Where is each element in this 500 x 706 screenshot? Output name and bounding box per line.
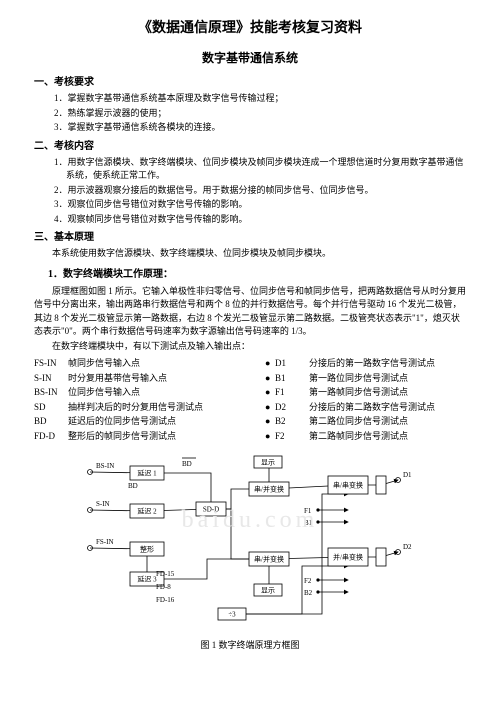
svg-text:BD: BD	[128, 482, 138, 490]
svg-text:FS-IN: FS-IN	[96, 538, 114, 546]
bullet-icon: ●	[265, 430, 275, 444]
svg-text:延迟 2: 延迟 2	[137, 507, 157, 516]
svg-text:FD-8: FD-8	[156, 583, 171, 591]
svg-text:D2: D2	[403, 543, 412, 551]
signal-col-left: FS-IN帧同步信号输入点S-IN时分复用基带信号输入点BS-IN位同步信号输入…	[34, 357, 235, 444]
section-1-list: 1．掌握数字基带通信系统基本原理及数字信号传输过程； 2．熟练掌握示波器的使用；…	[34, 92, 466, 135]
signal-desc: 位同步信号输入点	[68, 386, 140, 400]
signal-pair: SD抽样判决后的时分复用信号测试点	[34, 401, 235, 415]
signal-desc: 第二路帧同步信号测试点	[309, 430, 408, 444]
signal-pair: FD-D整形后的帧同步信号测试点	[34, 430, 235, 444]
bullet-icon: ●	[265, 401, 275, 415]
signal-desc: 时分复用基带信号输入点	[68, 372, 167, 386]
svg-text:并/串变换: 并/串变换	[333, 553, 363, 562]
signal-pair: ●B1第一路位同步信号测试点	[265, 372, 466, 386]
signal-code: BS-IN	[34, 386, 68, 400]
list-item: 3．掌握数字基带通信系统各模块的连接。	[54, 121, 466, 135]
svg-text:S-IN: S-IN	[96, 500, 110, 508]
svg-text:FD-15: FD-15	[156, 570, 175, 578]
signal-desc: 延迟后的位同步信号测试点	[68, 415, 176, 429]
section-3-head: 三、基本原理	[34, 230, 466, 245]
svg-text:SD-D: SD-D	[203, 506, 219, 514]
block-diagram: baidu.com BS-INS-INFS-IN延迟 1延迟 2整形延迟 3FD…	[34, 452, 466, 652]
list-item: 4．观察帧同步信号错位对数字信号传输的影响。	[54, 213, 466, 227]
svg-text:串/并变换: 串/并变换	[254, 555, 284, 564]
signal-desc: 分接后的第一路数字信号测试点	[309, 357, 435, 371]
diagram-svg: BS-IN S-IN FS-IN 延迟 1 延迟 2 整形延迟 3FD-15 FD-8 FD-…	[34, 452, 466, 632]
signal-pair: ●D1分接后的第一路数字信号测试点	[265, 357, 466, 371]
bullet-icon: ●	[265, 386, 275, 400]
signal-desc: 第一路位同步信号测试点	[309, 372, 408, 386]
bullet-icon: ●	[265, 415, 275, 429]
signal-code: F2	[275, 430, 309, 444]
signal-desc: 整形后的帧同步信号测试点	[68, 430, 176, 444]
signal-desc: 分接后的第二路数字信号测试点	[309, 401, 435, 415]
list-item: 2．用示波器观察分接后的数据信号。用于数据分接的帧同步信号、位同步信号。	[54, 184, 466, 198]
bullet-icon: ●	[265, 372, 275, 386]
svg-text:BD: BD	[182, 460, 192, 468]
svg-text:串/串变换: 串/串变换	[333, 481, 363, 490]
signal-col-right: ●D1分接后的第一路数字信号测试点●B1第一路位同步信号测试点●F1第一路帧同步…	[265, 357, 466, 444]
signal-pair: BS-IN位同步信号输入点	[34, 386, 235, 400]
svg-text:F1: F1	[304, 507, 312, 515]
svg-text:延迟 3: 延迟 3	[137, 575, 157, 584]
page-title: 《数据通信原理》技能考核复习资料	[34, 18, 466, 39]
section-2-head: 二、考核内容	[34, 139, 466, 154]
svg-text:F2: F2	[304, 577, 312, 585]
signal-pair: ●B2第二路位同步信号测试点	[265, 415, 466, 429]
sub-1-para-2: 在数字终端模块中，有以下测试点及输入输出点：	[34, 340, 466, 354]
list-item: 1．用数字信源模块、数字终端模块、位同步模块及帧同步模块连成一个理想信道时分复用…	[54, 156, 466, 183]
signal-code: B2	[275, 415, 309, 429]
signal-code: D1	[275, 357, 309, 371]
list-item: 1．掌握数字基带通信系统基本原理及数字信号传输过程；	[54, 92, 466, 106]
signal-code: FS-IN	[34, 357, 68, 371]
signal-pair: ●D2分接后的第二路数字信号测试点	[265, 401, 466, 415]
section-3-intro: 本系统使用数字信源模块、数字终端模块、位同步模块及帧同步模块。	[34, 247, 466, 261]
signal-pair: ●F1第一路帧同步信号测试点	[265, 386, 466, 400]
signal-code: F1	[275, 386, 309, 400]
sub-1-para-1: 原理框图如图 1 所示。它输入单极性非归零信号、位同步信号和帧同步信号，把两路数…	[34, 285, 466, 339]
signal-code: FD-D	[34, 430, 68, 444]
signal-code: SD	[34, 401, 68, 415]
section-2-list: 1．用数字信源模块、数字终端模块、位同步模块及帧同步模块连成一个理想信道时分复用…	[34, 156, 466, 227]
signal-pair: S-IN时分复用基带信号输入点	[34, 372, 235, 386]
signal-pair: BD延迟后的位同步信号测试点	[34, 415, 235, 429]
svg-text:B2: B2	[304, 589, 313, 597]
sub-1-head: 1．数字终端模块工作原理：	[34, 267, 466, 282]
signal-desc: 第一路帧同步信号测试点	[309, 386, 408, 400]
svg-text:显示: 显示	[261, 459, 275, 467]
list-item: 2．熟练掌握示波器的使用；	[54, 107, 466, 121]
signal-code: BD	[34, 415, 68, 429]
list-item: 3．观察位同步信号错位对数字信号传输的影响。	[54, 198, 466, 212]
svg-text:延迟 1: 延迟 1	[137, 469, 157, 478]
svg-text:显示: 显示	[261, 587, 275, 595]
section-1-head: 一、考核要求	[34, 75, 466, 90]
signal-desc: 帧同步信号输入点	[68, 357, 140, 371]
bullet-icon: ●	[265, 357, 275, 371]
page-subtitle: 数字基带通信系统	[34, 49, 466, 67]
signal-pair: FS-IN帧同步信号输入点	[34, 357, 235, 371]
figure-caption: 图 1 数字终端原理方框图	[34, 639, 466, 653]
signal-code: S-IN	[34, 372, 68, 386]
signal-code: D2	[275, 401, 309, 415]
signal-pair: ●F2第二路帧同步信号测试点	[265, 430, 466, 444]
svg-text:串/并变换: 串/并变换	[254, 485, 284, 494]
signal-desc: 抽样判决后的时分复用信号测试点	[68, 401, 203, 415]
svg-text:FD-16: FD-16	[156, 596, 175, 604]
svg-text:B1: B1	[304, 519, 313, 527]
svg-text:整形: 整形	[140, 545, 154, 554]
signal-desc: 第二路位同步信号测试点	[309, 415, 408, 429]
signal-code: B1	[275, 372, 309, 386]
signal-columns: FS-IN帧同步信号输入点S-IN时分复用基带信号输入点BS-IN位同步信号输入…	[34, 357, 466, 444]
svg-text:÷3: ÷3	[228, 611, 236, 619]
svg-text:D1: D1	[403, 471, 412, 479]
svg-text:BS-IN: BS-IN	[96, 462, 114, 470]
